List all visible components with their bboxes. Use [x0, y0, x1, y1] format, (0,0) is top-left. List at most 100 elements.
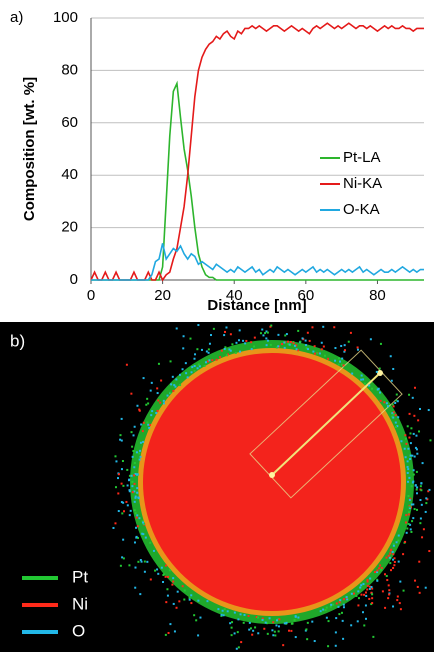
speckle	[409, 523, 412, 526]
speckle	[223, 334, 226, 337]
speckle	[119, 438, 122, 441]
speckle	[297, 616, 300, 619]
speckle	[175, 378, 178, 381]
x-tick-label: 80	[369, 287, 386, 304]
speckle	[413, 508, 416, 511]
speckle	[379, 399, 382, 402]
speckle	[154, 569, 157, 572]
speckle	[223, 347, 226, 350]
speckle	[207, 360, 210, 363]
speckle	[306, 331, 309, 334]
speckle	[224, 330, 227, 333]
y-tick-label: 80	[61, 61, 78, 78]
speckle	[341, 619, 344, 622]
speckle	[133, 474, 136, 477]
speckle	[392, 605, 395, 608]
speckle	[362, 378, 365, 381]
speckle	[239, 613, 242, 616]
speckle	[141, 430, 144, 433]
speckle	[408, 436, 411, 439]
speckle	[150, 414, 153, 417]
speckle	[379, 342, 382, 345]
speckle	[157, 399, 160, 402]
speckle	[196, 367, 199, 370]
speckle	[400, 440, 403, 443]
speckle	[395, 399, 398, 402]
speckle	[281, 342, 284, 345]
speckle	[304, 339, 307, 342]
speckle	[425, 502, 428, 505]
speckle	[343, 350, 346, 353]
speckle	[166, 588, 169, 591]
speckle	[343, 344, 346, 347]
speckle	[173, 630, 176, 633]
speckle	[166, 394, 169, 397]
eds-map	[112, 324, 432, 650]
speckle	[333, 326, 336, 329]
speckle	[208, 359, 211, 362]
speckle	[261, 618, 264, 621]
speckle	[133, 541, 136, 544]
speckle	[128, 489, 131, 492]
speckle	[411, 520, 414, 523]
speckle	[132, 450, 135, 453]
speckle	[277, 625, 280, 628]
legend-label: Pt-LA	[343, 149, 381, 166]
speckle	[122, 557, 125, 560]
speckle	[397, 534, 400, 537]
speckle	[198, 365, 201, 368]
speckle	[413, 455, 416, 458]
speckle	[134, 586, 137, 589]
speckle	[251, 633, 254, 636]
legend-label: O-KA	[343, 201, 380, 218]
speckle	[176, 590, 179, 593]
speckle	[162, 580, 165, 583]
speckle	[425, 497, 428, 500]
speckle	[412, 469, 415, 472]
speckle	[284, 334, 287, 337]
speckle	[190, 602, 193, 605]
speckle	[131, 491, 134, 494]
speckle	[253, 345, 256, 348]
map-legend-label: Ni	[72, 594, 88, 613]
speckle	[392, 411, 395, 414]
speckle	[356, 346, 359, 349]
speckle	[140, 560, 143, 563]
speckle	[322, 325, 325, 328]
speckle	[261, 328, 264, 331]
speckle	[420, 489, 423, 492]
speckle	[297, 329, 300, 332]
speckle	[293, 619, 296, 622]
speckle	[139, 455, 142, 458]
speckle	[312, 350, 315, 353]
speckle	[142, 533, 145, 536]
speckle	[379, 391, 382, 394]
speckle	[408, 476, 411, 479]
speckle	[135, 526, 138, 529]
speckle	[307, 348, 310, 351]
speckle	[415, 448, 418, 451]
speckle	[266, 622, 269, 625]
speckle	[346, 598, 349, 601]
speckle	[243, 613, 246, 616]
speckle	[394, 426, 397, 429]
speckle	[355, 594, 358, 597]
speckle	[359, 586, 362, 589]
speckle	[175, 606, 178, 609]
speckle	[335, 602, 338, 605]
speckle	[334, 644, 337, 647]
speckle	[407, 522, 410, 525]
speckle	[342, 637, 345, 640]
speckle	[197, 634, 200, 637]
speckle	[397, 560, 400, 563]
speckle	[393, 560, 396, 563]
speckle	[147, 423, 150, 426]
speckle	[368, 587, 371, 590]
speckle	[262, 334, 265, 337]
x-axis-title: Distance [nm]	[207, 297, 306, 314]
speckle	[138, 409, 141, 412]
speckle	[171, 375, 174, 378]
speckle	[409, 528, 412, 531]
speckle	[259, 332, 262, 335]
